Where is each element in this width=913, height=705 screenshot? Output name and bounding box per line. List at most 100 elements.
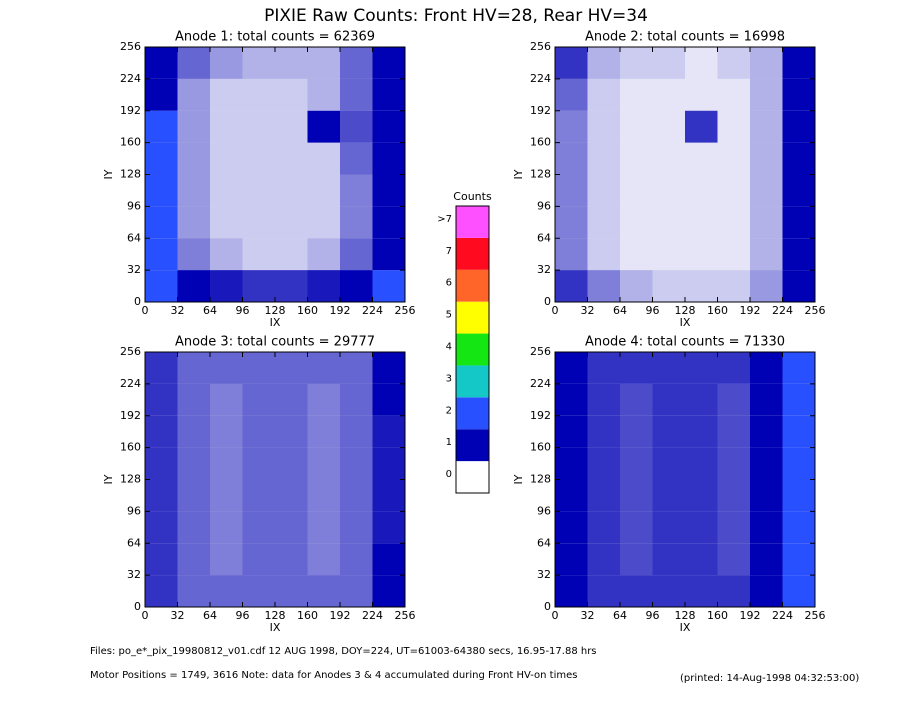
heat-cell xyxy=(717,447,750,480)
heat-cell xyxy=(555,575,588,607)
x-tick-label: 128 xyxy=(675,609,696,622)
x-tick-label: 224 xyxy=(362,609,383,622)
heat-cell xyxy=(782,543,815,576)
heat-cell xyxy=(307,174,340,207)
heat-cell xyxy=(307,575,340,607)
heat-cell xyxy=(242,575,275,607)
y-tick-label: 64 xyxy=(127,231,141,244)
heat-cell xyxy=(782,47,815,79)
heat-cell xyxy=(717,206,750,239)
heat-cell xyxy=(340,383,373,416)
heat-cell xyxy=(620,142,653,175)
colorbar-block xyxy=(456,461,489,493)
heat-cell xyxy=(652,110,685,143)
heat-cell xyxy=(750,47,783,79)
heat-cell xyxy=(340,575,373,607)
heat-cell xyxy=(782,479,815,512)
colorbar-label: 0 xyxy=(446,469,452,480)
heat-cell xyxy=(242,238,275,271)
heat-cell xyxy=(555,511,588,544)
y-tick-label: 96 xyxy=(127,504,141,517)
y-tick-label: 128 xyxy=(120,168,141,181)
y-tick-label: 256 xyxy=(120,40,141,53)
x-axis-label: IX xyxy=(270,621,281,634)
y-tick-label: 192 xyxy=(530,409,551,422)
heat-cell xyxy=(685,352,718,384)
y-tick-label: 96 xyxy=(537,504,551,517)
heat-cell xyxy=(372,78,405,111)
x-tick-label: 32 xyxy=(171,609,185,622)
x-tick-label: 256 xyxy=(805,304,826,317)
heat-cell xyxy=(242,47,275,79)
x-tick-label: 256 xyxy=(395,304,416,317)
heat-cell xyxy=(652,383,685,416)
y-tick-label: 32 xyxy=(127,568,141,581)
heat-cell xyxy=(177,575,210,607)
y-tick-label: 64 xyxy=(127,536,141,549)
heat-cell xyxy=(145,110,178,143)
heat-cell xyxy=(555,447,588,480)
y-axis-label: IY xyxy=(102,474,115,484)
heat-cell xyxy=(372,270,405,302)
heat-cell xyxy=(782,110,815,143)
x-tick-label: 96 xyxy=(236,304,250,317)
heat-cell xyxy=(372,142,405,175)
heat-cell xyxy=(340,238,373,271)
x-tick-label: 160 xyxy=(707,609,728,622)
heat-cell xyxy=(372,352,405,384)
heat-cell xyxy=(210,47,243,79)
heat-cell xyxy=(275,270,308,302)
heat-cell xyxy=(307,479,340,512)
heat-cell xyxy=(652,352,685,384)
heat-cell xyxy=(340,415,373,448)
heat-cell xyxy=(307,415,340,448)
heat-cell xyxy=(275,142,308,175)
heat-cell xyxy=(242,352,275,384)
heat-cell xyxy=(685,174,718,207)
heat-cell xyxy=(555,206,588,239)
colorbar-label: 3 xyxy=(446,373,452,384)
x-tick-label: 0 xyxy=(142,304,149,317)
heat-cell xyxy=(275,479,308,512)
y-tick-label: 256 xyxy=(530,345,551,358)
heat-cell xyxy=(210,110,243,143)
y-tick-label: 160 xyxy=(120,441,141,454)
heat-cell xyxy=(652,479,685,512)
heat-cell xyxy=(372,238,405,271)
heat-cell xyxy=(242,543,275,576)
heat-cell xyxy=(652,206,685,239)
heat-cell xyxy=(587,47,620,79)
colorbar-label: 7 xyxy=(446,246,452,257)
heat-cell xyxy=(145,206,178,239)
heat-cell xyxy=(652,238,685,271)
heat-cell xyxy=(717,352,750,384)
y-tick-label: 224 xyxy=(530,72,551,85)
heat-cell xyxy=(307,352,340,384)
heat-cell xyxy=(340,142,373,175)
heat-cell xyxy=(587,270,620,302)
heat-cell xyxy=(145,238,178,271)
heat-cell xyxy=(685,511,718,544)
heat-cell xyxy=(275,352,308,384)
heat-cell xyxy=(750,174,783,207)
y-tick-label: 32 xyxy=(537,568,551,581)
x-tick-label: 192 xyxy=(330,304,351,317)
heat-cell xyxy=(620,415,653,448)
heat-cell xyxy=(307,78,340,111)
heat-cell xyxy=(717,142,750,175)
heat-cell xyxy=(685,78,718,111)
heat-cell xyxy=(210,511,243,544)
heat-cell xyxy=(652,575,685,607)
heat-cell xyxy=(275,238,308,271)
heat-cell xyxy=(717,511,750,544)
colorbar-block xyxy=(456,365,489,398)
heat-cell xyxy=(587,110,620,143)
heat-cell xyxy=(275,206,308,239)
heat-cell xyxy=(145,47,178,79)
heat-cell xyxy=(782,352,815,384)
heat-cell xyxy=(750,383,783,416)
heat-cell xyxy=(620,511,653,544)
heat-cell xyxy=(587,511,620,544)
heat-cell xyxy=(177,383,210,416)
y-axis-label: IY xyxy=(512,474,525,484)
